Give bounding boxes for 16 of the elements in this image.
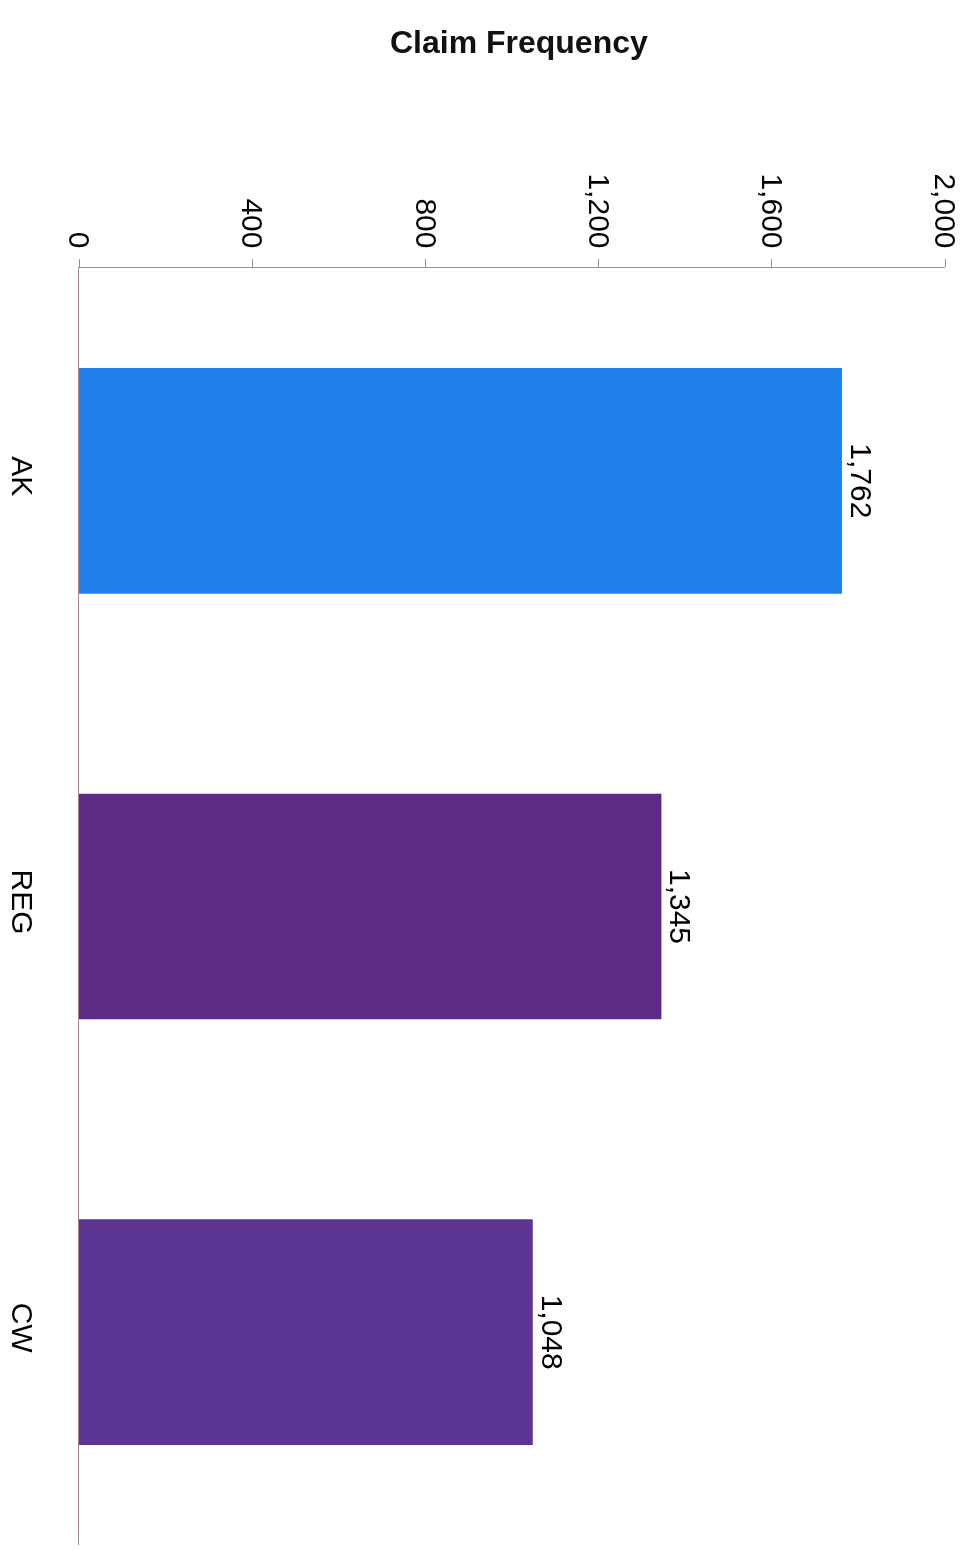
y-tick-label: REG: [6, 869, 39, 935]
data-label: 1,762: [844, 443, 878, 519]
x-tick-label: 800: [409, 198, 443, 249]
x-tick-label: 400: [236, 198, 270, 249]
bar: [79, 1219, 533, 1445]
y-tick-label: AK: [6, 456, 39, 497]
bar: [79, 793, 662, 1020]
data-label: 1,345: [664, 868, 698, 945]
x-tick-label: 1,200: [582, 173, 616, 249]
data-label: 1,048: [535, 1294, 569, 1370]
x-tick-label: 1,600: [756, 173, 790, 249]
x-tick-label: 2,000: [929, 173, 963, 249]
bar: [79, 368, 842, 594]
y-tick-label: CW: [6, 1302, 39, 1354]
chart-title: Claim Frequency: [389, 24, 648, 61]
x-tick-label: 0: [63, 231, 97, 249]
